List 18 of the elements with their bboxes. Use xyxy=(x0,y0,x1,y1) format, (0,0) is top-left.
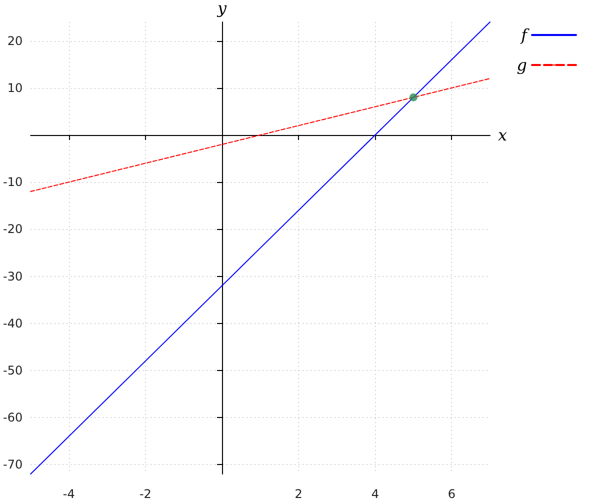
legend-label: f xyxy=(520,26,530,44)
y-tick-label: -60 xyxy=(2,410,23,424)
y-tick-label: -70 xyxy=(2,458,23,472)
y-tick-label: -10 xyxy=(2,175,23,190)
y-tick-label: -50 xyxy=(2,363,23,378)
y-tick-label: -40 xyxy=(2,316,23,330)
x-axis-title: x xyxy=(498,126,508,144)
x-tick-label: 6 xyxy=(448,487,456,500)
x-tick-label: 2 xyxy=(294,487,302,500)
y-tick-label: 10 xyxy=(7,80,23,95)
x-tick-label: -4 xyxy=(62,487,75,500)
legend-label: g xyxy=(516,56,527,74)
y-tick-label: 20 xyxy=(7,34,23,48)
y-axis-title: y xyxy=(216,0,228,18)
x-tick-label: 4 xyxy=(371,487,379,500)
y-tick-label: -30 xyxy=(2,269,23,284)
x-tick-label: -2 xyxy=(139,487,152,500)
y-tick-label: -20 xyxy=(2,222,23,236)
